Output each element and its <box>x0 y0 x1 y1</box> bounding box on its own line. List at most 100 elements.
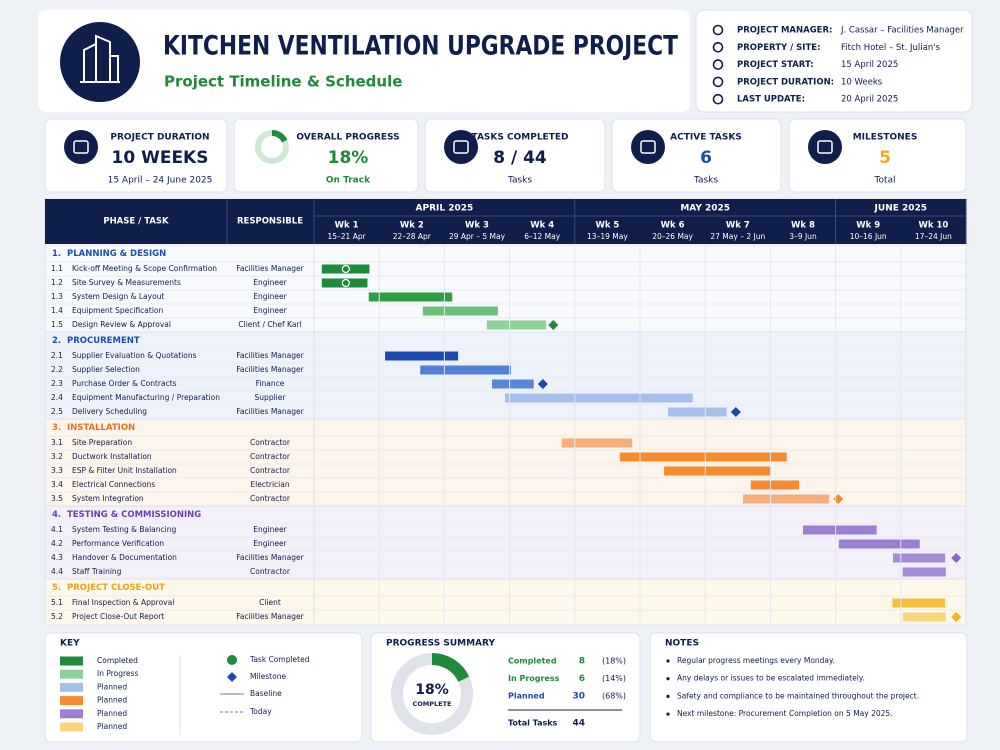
logo <box>60 22 140 102</box>
kpi-sub: On Track <box>326 176 371 186</box>
section-name: PROJECT CLOSE-OUT <box>67 583 165 593</box>
task-id: 1.1 <box>51 264 63 273</box>
kpi-value: 10 WEEKS <box>112 148 209 168</box>
key-label: Planned <box>97 722 127 731</box>
week-label: Wk 1 <box>335 221 359 231</box>
key-label: In Progress <box>97 669 138 678</box>
info-icon <box>712 93 724 105</box>
section-number: 3. <box>52 423 61 433</box>
task-bar <box>321 278 368 288</box>
key-card <box>44 632 363 743</box>
task-id: 2.2 <box>51 365 63 374</box>
task-name: Supplier Selection <box>72 365 140 374</box>
week-dates: 15–21 Apr <box>327 232 366 241</box>
kpi-icon-glyph <box>453 140 469 154</box>
key-diamond <box>227 672 237 682</box>
kpi-icon <box>444 130 478 164</box>
section-name: INSTALLATION <box>67 423 135 433</box>
task-owner: Contractor <box>250 466 291 475</box>
kpi-icon <box>808 130 842 164</box>
task-owner: Facilities Manager <box>236 553 304 562</box>
week-dates: 3–9 Jun <box>789 232 817 241</box>
kpi-icon-glyph <box>817 140 833 154</box>
key-swatch <box>60 696 83 706</box>
task-owner: Client / Chef Karl <box>238 320 301 329</box>
task-id: 1.3 <box>51 292 63 301</box>
title: KITCHEN VENTILATION UPGRADE PROJECT <box>163 31 678 62</box>
task-name: System Integration <box>72 494 144 503</box>
info-value: 10 Weeks <box>841 77 883 87</box>
key-label: Completed <box>97 656 138 665</box>
task-owner: Contractor <box>250 438 291 447</box>
milestone <box>537 379 548 389</box>
summary-pct: (18%) <box>602 657 626 666</box>
week-label: Wk 2 <box>400 221 424 231</box>
key-symbol-label: Milestone <box>250 672 286 681</box>
milestone <box>951 612 962 622</box>
task-id: 2.1 <box>51 351 63 360</box>
task-owner: Finance <box>256 379 285 388</box>
task-bar <box>619 452 787 462</box>
kpi-label: MILESTONES <box>853 133 918 143</box>
task-owner: Electrician <box>250 480 289 489</box>
section-name: PLANNING & DESIGN <box>67 249 166 259</box>
task-owner: Engineer <box>253 525 287 534</box>
key-check <box>227 655 237 665</box>
kpi-sub: Total <box>873 176 895 186</box>
section-name: TESTING & COMMISSIONING <box>67 510 201 520</box>
task-name: Performance Verification <box>72 539 164 548</box>
kpi-icon-glyph <box>73 140 89 154</box>
info-icon <box>712 41 724 53</box>
week-dates: 10–16 Jun <box>850 232 887 241</box>
summary-label: In Progress <box>508 674 560 683</box>
summary-total: 44 <box>572 719 585 729</box>
month-label: APRIL 2025 <box>416 204 474 214</box>
kpi-value: 5 <box>879 148 891 168</box>
milestone <box>951 553 962 563</box>
week-label: Wk 5 <box>595 221 619 231</box>
task-name: System Testing & Balancing <box>72 525 176 534</box>
section-name: PROCUREMENT <box>67 336 140 346</box>
kpi-value: 18% <box>328 148 369 168</box>
task-id: 2.5 <box>51 407 63 416</box>
key-symbol-label: Today <box>249 707 272 716</box>
section-number: 4. <box>52 510 61 520</box>
section-band <box>45 245 966 332</box>
note-bullet <box>666 712 670 716</box>
task-bar <box>803 525 877 535</box>
key-swatch <box>60 722 83 732</box>
task-owner: Facilities Manager <box>236 612 304 621</box>
task-id: 3.1 <box>51 438 63 447</box>
week-dates: 22–28 Apr <box>393 232 432 241</box>
task-id: 1.4 <box>51 306 63 315</box>
task-id: 3.2 <box>51 452 63 461</box>
section-band <box>45 579 966 624</box>
section-number: 1. <box>52 249 61 259</box>
task-name: Equipment Specification <box>72 306 163 315</box>
kpi-icon <box>64 130 98 164</box>
section-number: 2. <box>52 336 61 346</box>
kpi-label: PROJECT DURATION <box>110 133 209 143</box>
col-header: PHASE / TASK <box>103 217 169 227</box>
task-bar <box>491 379 534 389</box>
task-bar <box>838 539 920 549</box>
info-label: PROPERTY / SITE: <box>737 43 820 53</box>
task-name: System Design & Layout <box>72 292 164 301</box>
task-name: Staff Training <box>72 567 122 576</box>
task-bar <box>902 567 946 577</box>
info-value: J. Cassar – Facilities Manager <box>840 26 964 36</box>
task-bar <box>743 494 830 504</box>
section-band <box>45 419 966 506</box>
kpi-donut <box>255 130 289 164</box>
section-band <box>45 332 966 419</box>
kpi-sub: Tasks <box>507 176 532 186</box>
task-id: 2.3 <box>51 379 63 388</box>
task-owner: Engineer <box>253 278 287 287</box>
week-label: Wk 3 <box>465 221 489 231</box>
subtitle: Project Timeline & Schedule <box>164 73 402 91</box>
week-label: Wk 9 <box>856 221 880 231</box>
summary-label: Completed <box>508 657 557 666</box>
kpi-value: 8 / 44 <box>493 148 547 168</box>
task-owner: Contractor <box>250 494 291 503</box>
